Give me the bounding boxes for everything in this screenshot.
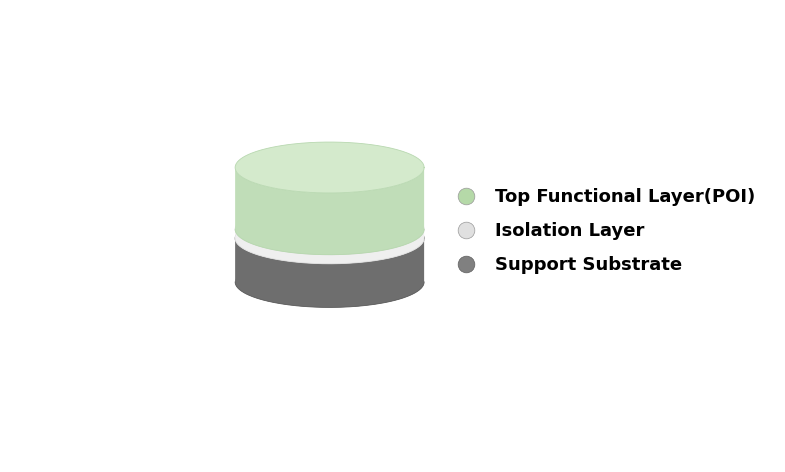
Ellipse shape [236, 204, 424, 255]
Legend: Top Functional Layer(POI), Isolation Layer, Support Substrate: Top Functional Layer(POI), Isolation Lay… [440, 181, 762, 282]
Ellipse shape [236, 213, 424, 264]
Ellipse shape [236, 257, 424, 307]
Ellipse shape [236, 213, 424, 264]
Polygon shape [236, 238, 424, 307]
Polygon shape [236, 229, 424, 264]
Ellipse shape [236, 142, 424, 193]
Ellipse shape [236, 204, 424, 255]
Polygon shape [236, 168, 424, 255]
